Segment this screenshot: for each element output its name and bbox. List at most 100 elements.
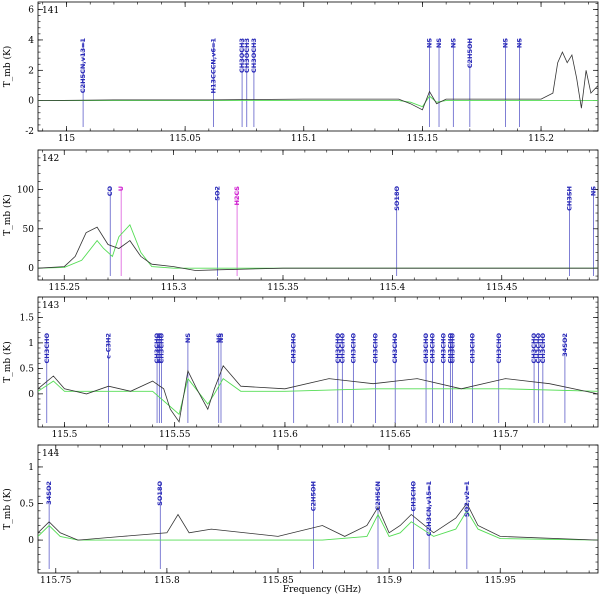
line-marker-label: CH3CHO: [410, 481, 418, 512]
model-spectrum: [38, 377, 598, 416]
y-tick-label: -2: [25, 127, 34, 137]
y-tick-label: 50: [23, 225, 35, 235]
plot-area: [38, 188, 598, 276]
plot-area: [38, 40, 598, 127]
y-tick-label: 100: [17, 185, 34, 195]
y-tick-label: 0: [28, 97, 34, 107]
x-tick-label: 115.2: [528, 134, 554, 144]
panel-number: 141: [42, 6, 59, 16]
x-axis-title: Frequency (GHz): [283, 584, 361, 595]
y-tick-label: 1: [28, 463, 34, 473]
line-marker-label: NS: [501, 38, 509, 48]
line-marker-label: SO2,v2=1: [463, 481, 471, 517]
line-marker-label: NS: [426, 38, 434, 48]
panel-143: 115.5 115.55 115.6 115.65 115.7 0 0.5 1 1.5 T_mb …: [2, 296, 599, 440]
line-marker-label: CH3CHO: [530, 333, 538, 364]
line-marker-label: CH3CHO: [155, 333, 163, 364]
line-marker-label: NS: [184, 333, 192, 343]
panel-number: 143: [42, 301, 59, 311]
line-marker-label: CH3CHO: [349, 333, 357, 364]
x-tick-label: 115.4: [379, 283, 405, 293]
line-marker-label: CH3CHO: [391, 333, 399, 364]
line-marker-label: CH3CHO: [468, 333, 476, 364]
line-marker-label: NS: [516, 38, 524, 48]
line-marker-label: CH3CHO: [338, 333, 346, 364]
y-tick-label: 0.5: [20, 364, 35, 374]
line-marker-label: CO: [106, 186, 114, 197]
panel-frame: [37, 444, 599, 574]
observed-spectrum: [38, 226, 598, 271]
line-marker-label: CH3CHO: [290, 333, 298, 364]
line-marker-label: CH3CHO: [157, 333, 165, 364]
line-marker-label: CH3CHO: [43, 333, 51, 364]
x-tick-label: 115.95: [484, 576, 516, 586]
y-tick-label: 4: [28, 36, 34, 46]
line-marker-label: NS: [217, 333, 225, 343]
line-marker-label: SO18O: [393, 186, 401, 211]
x-tick-label: 115.25: [49, 283, 81, 293]
line-marker-label: CH3OCH3: [250, 38, 258, 73]
model-spectrum: [38, 95, 598, 108]
x-tick-label: 115.8: [154, 576, 180, 586]
x-tick-label: 115.45: [486, 283, 518, 293]
line-marker-label: U: [117, 186, 125, 191]
x-tick-label: 115.5: [52, 430, 78, 440]
y-tick-label: 0: [28, 536, 34, 546]
line-marker-label: CH3CHO: [539, 333, 547, 364]
x-tick-label: 115.3: [161, 283, 187, 293]
plot-area: [38, 335, 598, 423]
line-marker-label: CH3CHO: [422, 333, 430, 364]
line-marker-label: H2CS: [233, 186, 241, 206]
y-axis-title: T_mb (K): [2, 194, 13, 235]
x-tick-label: 115.85: [262, 576, 294, 586]
model-spectrum: [38, 223, 598, 269]
line-marker-label: 34SO2: [45, 481, 53, 505]
line-marker-label: CH3CHO: [448, 333, 456, 364]
x-tick-label: 115.7: [493, 430, 519, 440]
panel-number: 144: [42, 449, 59, 459]
panel-144: 115.75 115.8 115.85 115.9 115.95 0 0.5 1 T_mb (K…: [2, 444, 599, 586]
line-marker-label: CH3SH: [566, 186, 574, 211]
line-marker-label: CH3OCH3: [243, 38, 251, 73]
x-tick-label: 115.9: [376, 576, 402, 586]
line-marker-label: NS: [435, 38, 443, 48]
line-marker-label: c-C3H2: [105, 333, 113, 359]
y-tick-label: 1.5: [20, 313, 35, 323]
line-marker-label: SO18O: [156, 481, 164, 506]
line-marker-label: C2H5OH: [466, 38, 474, 68]
observed-spectrum: [38, 502, 598, 541]
x-tick-label: 115.65: [379, 430, 411, 440]
line-marker-label: C2H3CN,v15=1: [425, 481, 433, 537]
line-marker-label: H13CCCN,v6=1: [210, 38, 218, 94]
y-axis-title: T_mb (K): [2, 46, 13, 87]
x-tick-label: 115.15: [407, 134, 439, 144]
line-marker-label: CH3CHO: [429, 333, 437, 364]
y-tick-label: 0.5: [20, 500, 35, 510]
line-marker-label: NS: [590, 186, 598, 196]
line-marker-label: 34SO2: [561, 333, 569, 357]
x-tick-label: 115.6: [272, 430, 298, 440]
x-tick-label: 115.05: [169, 134, 201, 144]
panel-frame: [37, 1, 599, 132]
panel-number: 142: [42, 154, 59, 164]
line-marker-label: C2H5CN: [374, 481, 382, 510]
y-tick-label: 2: [28, 66, 34, 76]
line-marker-label: CH3CHO: [534, 333, 542, 364]
y-axis-title: T_mb (K): [2, 341, 13, 382]
line-marker-label: CH3CHO: [153, 333, 161, 364]
y-tick-label: 0: [28, 264, 34, 274]
panel-142: 115.25 115.3 115.35 115.4 115.45 0 50 100 T_mb (…: [2, 149, 599, 293]
line-marker-label: CH3CHO: [371, 333, 379, 364]
line-marker-label: CH3CHO: [440, 333, 448, 364]
line-marker-label: CH3CHO: [495, 333, 503, 364]
line-marker-label: SO2: [213, 186, 221, 201]
x-tick-label: 115: [58, 134, 75, 144]
y-axis-title: T_mb (K): [2, 488, 13, 529]
panel-141: 115 115.05 115.1 115.15 115.2 -2 0 2 4 6 T_mb (K) 1…: [2, 1, 599, 144]
line-marker-label: C2H5OH: [310, 481, 318, 511]
observed-spectrum: [38, 365, 598, 423]
x-tick-label: 115.35: [267, 283, 299, 293]
x-tick-label: 115.1: [291, 134, 317, 144]
